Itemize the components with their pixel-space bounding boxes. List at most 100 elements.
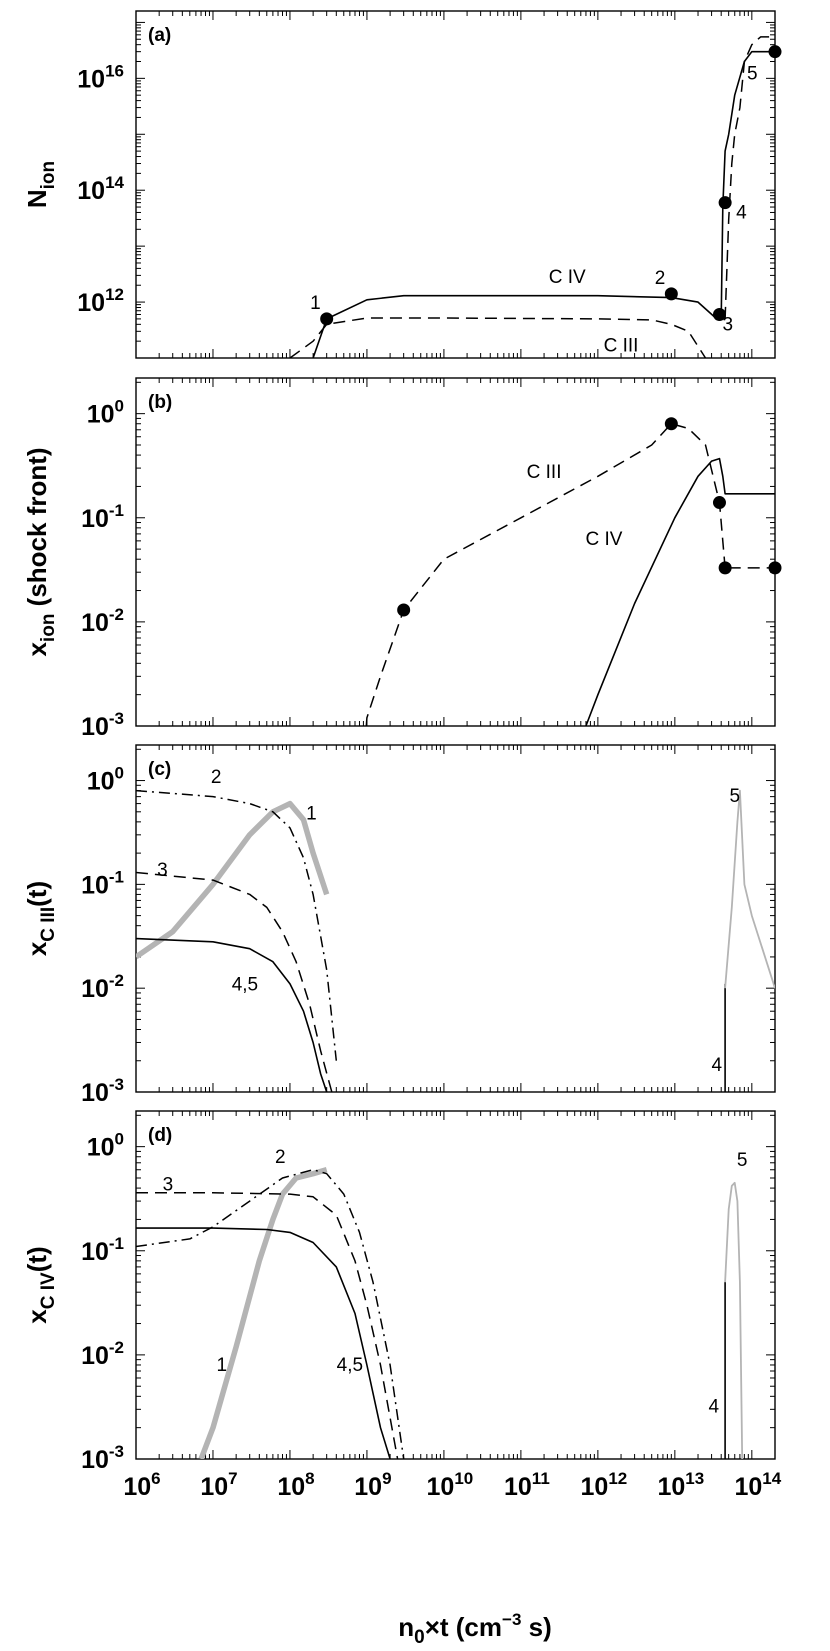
data-point-marker bbox=[712, 496, 726, 510]
data-point-marker bbox=[397, 603, 411, 617]
x-tick-exp: 13 bbox=[685, 1469, 704, 1488]
series-group bbox=[289, 36, 775, 358]
y-tick-label: 1012 bbox=[77, 285, 124, 317]
y-axis-label-sub: C III bbox=[38, 907, 59, 942]
y-tick-label: 100 bbox=[87, 1130, 124, 1162]
x-axis-label: n0×t (cm−3 s) bbox=[398, 1610, 552, 1648]
y-tick-label: 10-1 bbox=[81, 1234, 124, 1266]
y-axis-label-sub: ion bbox=[38, 161, 59, 190]
x-tick-base: 10 bbox=[200, 1473, 228, 1501]
y-tick-label: 10-2 bbox=[81, 605, 124, 637]
y-tick-label: 10-2 bbox=[81, 1338, 124, 1370]
y-tick-label: 10-3 bbox=[81, 1075, 124, 1107]
y-tick-base: 10 bbox=[81, 505, 109, 533]
series-group bbox=[136, 789, 775, 1092]
y-tick-exp: -2 bbox=[109, 971, 124, 990]
y-tick-base: 10 bbox=[81, 609, 109, 637]
data-point-marker bbox=[768, 45, 782, 59]
x-axis-label-mid: ×t (cm bbox=[425, 1612, 502, 1642]
series-line bbox=[136, 1227, 391, 1459]
y-tick-exp: -2 bbox=[109, 1338, 124, 1357]
x-axis-label-sup: −3 bbox=[502, 1610, 521, 1629]
point-label: 1 bbox=[310, 293, 321, 314]
panel-label: (b) bbox=[148, 392, 172, 413]
y-tick-exp: -1 bbox=[109, 867, 124, 886]
y-tick-base: 10 bbox=[87, 1134, 115, 1162]
y-tick-exp: -1 bbox=[109, 1234, 124, 1253]
y-tick-exp: 0 bbox=[115, 1130, 124, 1149]
y-axis-label-sub: ion bbox=[38, 614, 59, 643]
series-line bbox=[136, 871, 333, 1092]
plot-frame bbox=[135, 1110, 776, 1460]
series-line bbox=[136, 1192, 399, 1459]
y-axis-label: xion (shock front) bbox=[22, 447, 59, 656]
y-tick-exp: -3 bbox=[109, 1442, 124, 1461]
plot-frame bbox=[135, 744, 776, 1093]
x-axis-label-sub: 0 bbox=[414, 1627, 425, 1648]
data-point-marker bbox=[664, 287, 678, 301]
y-axis-label-rest: (t) bbox=[22, 881, 52, 907]
y-tick-label: 1016 bbox=[77, 61, 124, 93]
y-tick-label: 10-3 bbox=[81, 1442, 124, 1474]
plot-frame bbox=[135, 377, 776, 727]
x-tick-base: 10 bbox=[734, 1473, 762, 1501]
y-tick-label: 100 bbox=[87, 397, 124, 429]
y-tick-label: 1014 bbox=[77, 173, 124, 205]
x-tick-label: 109 bbox=[354, 1469, 391, 1501]
x-tick-exp: 14 bbox=[762, 1469, 781, 1488]
series-line bbox=[312, 50, 775, 358]
panel-label: (d) bbox=[148, 1125, 172, 1146]
series-annotation: 5 bbox=[729, 786, 740, 807]
series-annotation: 3 bbox=[163, 1174, 174, 1195]
y-tick-exp: 14 bbox=[105, 173, 124, 192]
y-tick-exp: 16 bbox=[105, 61, 124, 80]
series-annotation: 4,5 bbox=[232, 974, 258, 995]
series-annotation: C III bbox=[527, 462, 562, 483]
y-axis-label: xC IV(t) bbox=[22, 1246, 59, 1323]
data-point-marker bbox=[718, 196, 732, 210]
y-tick-base: 10 bbox=[77, 65, 105, 93]
y-axis-label-sub: C IV bbox=[38, 1272, 59, 1309]
y-tick-base: 10 bbox=[81, 871, 109, 899]
x-tick-labels: 106 107 108 109 1010 1011 1012 1013 1014 bbox=[123, 1469, 781, 1501]
y-tick-base: 10 bbox=[81, 713, 109, 741]
series-annotation: 4 bbox=[711, 1055, 722, 1076]
y-tick-base: 10 bbox=[87, 768, 115, 796]
x-tick-base: 10 bbox=[354, 1473, 382, 1501]
panel-label: (a) bbox=[148, 25, 171, 46]
y-axis-label: Nion bbox=[22, 161, 59, 208]
y-tick-exp: 12 bbox=[105, 285, 124, 304]
x-tick-base: 10 bbox=[123, 1473, 151, 1501]
x-tick-base: 10 bbox=[657, 1473, 685, 1501]
x-axis-label-end: s) bbox=[521, 1612, 551, 1642]
y-tick-label: 10-1 bbox=[81, 501, 124, 533]
y-axis-label-rest: (shock front) bbox=[22, 447, 52, 613]
point-label: 2 bbox=[655, 268, 666, 289]
y-tick-base: 10 bbox=[77, 177, 105, 205]
x-tick-exp: 7 bbox=[228, 1469, 237, 1488]
x-tick-base: 10 bbox=[277, 1473, 305, 1501]
y-axis-label-main: x bbox=[22, 642, 52, 657]
y-tick-base: 10 bbox=[81, 1079, 109, 1107]
series-annotation: 1 bbox=[216, 1355, 227, 1376]
point-label: 5 bbox=[747, 64, 758, 85]
series-group bbox=[136, 1167, 744, 1459]
series-group bbox=[365, 422, 775, 726]
series-line bbox=[136, 937, 328, 1092]
series-line bbox=[585, 457, 775, 726]
x-tick-exp: 8 bbox=[305, 1469, 314, 1488]
series-annotation: 5 bbox=[737, 1150, 748, 1171]
series-line bbox=[289, 317, 707, 358]
x-tick-exp: 9 bbox=[382, 1469, 391, 1488]
x-tick-label: 1014 bbox=[734, 1469, 781, 1501]
y-tick-label: 100 bbox=[87, 764, 124, 796]
y-tick-base: 10 bbox=[81, 975, 109, 1003]
series-line bbox=[198, 1167, 328, 1459]
data-point-marker bbox=[664, 417, 678, 431]
